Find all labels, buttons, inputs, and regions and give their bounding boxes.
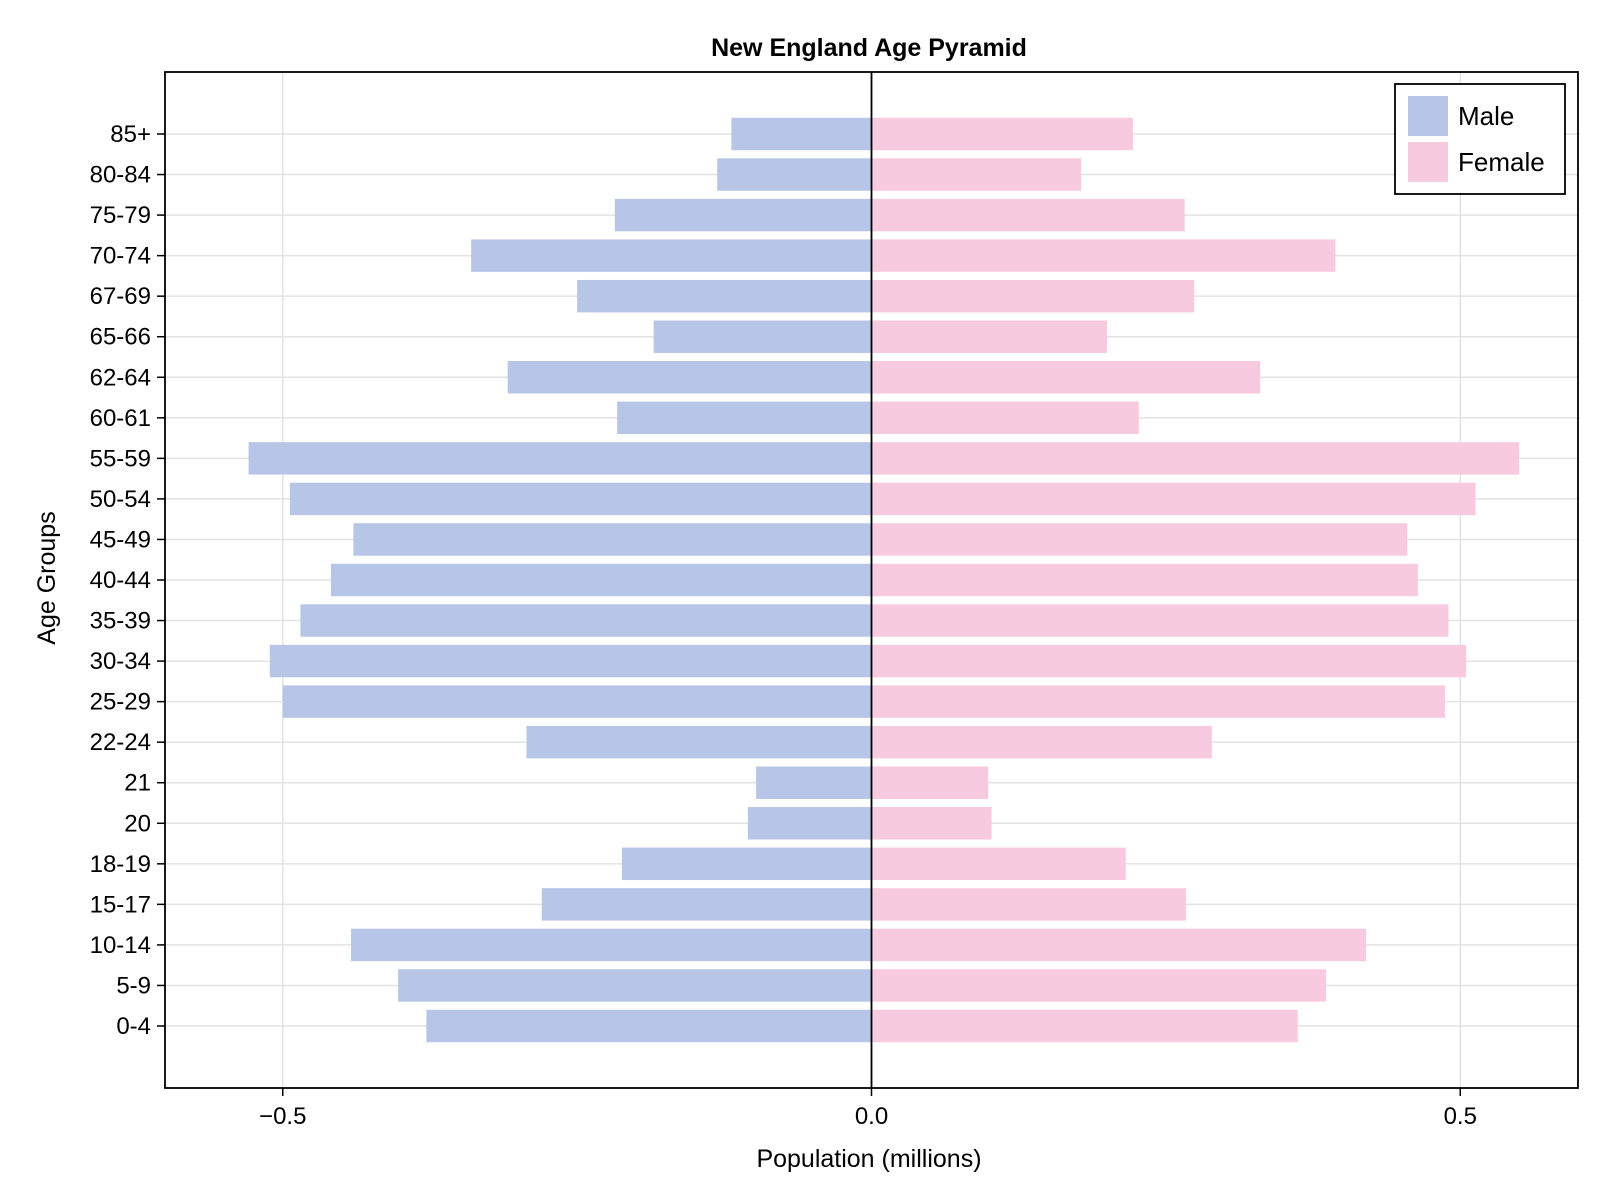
male-bar-5-9 — [398, 969, 872, 1002]
y-tick-label: 65-66 — [90, 324, 151, 351]
y-tick-label: 30-34 — [90, 648, 151, 675]
y-tick-label: 70-74 — [90, 243, 151, 270]
male-bar-22-24 — [526, 725, 872, 759]
male-bar-62-64 — [507, 361, 872, 394]
male-bar-50-54 — [289, 482, 872, 516]
x-axis-label: Population (millions) — [756, 1145, 981, 1173]
female-bar-20 — [871, 807, 992, 840]
female-bar-62-64 — [871, 361, 1261, 394]
female-bar-67-69 — [871, 279, 1195, 313]
y-tick-label: 60-61 — [90, 405, 151, 432]
x-tick-label: 0.0 — [855, 1103, 888, 1130]
male-bar-45-49 — [353, 523, 872, 556]
female-bar-45-49 — [871, 523, 1408, 556]
male-bar-65-66 — [653, 320, 872, 353]
legend-swatch-female — [1408, 142, 1448, 182]
male-bar-40-44 — [331, 563, 872, 597]
female-bar-55-59 — [871, 442, 1520, 475]
male-bar-55-59 — [248, 442, 872, 475]
female-bar-85+ — [871, 117, 1133, 151]
female-bar-22-24 — [871, 725, 1212, 759]
male-bar-80-84 — [717, 158, 872, 191]
legend-swatch-male — [1408, 96, 1448, 136]
y-axis-label: Age Groups — [33, 511, 61, 644]
female-bar-65-66 — [871, 320, 1107, 353]
male-bar-67-69 — [577, 279, 872, 313]
y-tick-label: 22-24 — [90, 729, 151, 756]
male-bar-70-74 — [471, 239, 872, 272]
female-bar-40-44 — [871, 563, 1418, 597]
y-tick-label: 62-64 — [90, 364, 151, 391]
y-tick-label: 0-4 — [116, 1013, 151, 1040]
female-bar-21 — [871, 766, 989, 799]
female-bar-5-9 — [871, 969, 1327, 1002]
male-bar-15-17 — [541, 888, 872, 921]
male-bar-85+ — [731, 117, 872, 151]
y-tick-label: 21 — [124, 770, 151, 797]
female-bar-80-84 — [871, 158, 1082, 191]
y-tick-label: 67-69 — [90, 283, 151, 310]
y-tick-label: 35-39 — [90, 608, 151, 635]
y-tick-label: 15-17 — [90, 891, 151, 918]
y-tick-label: 85+ — [110, 121, 151, 148]
y-tick-label: 40-44 — [90, 567, 151, 594]
female-bar-35-39 — [871, 604, 1449, 637]
female-bar-50-54 — [871, 482, 1476, 516]
bar-group — [248, 117, 1520, 1043]
y-tick-label: 75-79 — [90, 202, 151, 229]
legend-label-female: Female — [1458, 147, 1545, 177]
male-bar-75-79 — [614, 198, 872, 232]
male-bar-18-19 — [621, 847, 872, 881]
y-tick-label: 80-84 — [90, 162, 151, 189]
y-tick-label: 45-49 — [90, 526, 151, 553]
x-tick-label: −0.5 — [259, 1103, 306, 1130]
legend: Male Female — [1394, 83, 1566, 195]
x-tick-label: 0.5 — [1444, 1103, 1477, 1130]
male-bar-21 — [756, 766, 872, 799]
female-bar-60-61 — [871, 401, 1139, 435]
male-bar-0-4 — [426, 1009, 872, 1043]
y-tick-label: 50-54 — [90, 486, 151, 513]
y-tick-label: 55-59 — [90, 445, 151, 472]
male-bar-30-34 — [269, 644, 872, 678]
male-bar-20 — [747, 807, 872, 840]
chart-title: New England Age Pyramid — [711, 34, 1027, 62]
female-bar-10-14 — [871, 928, 1367, 962]
y-tick-label: 5-9 — [116, 972, 151, 999]
female-bar-25-29 — [871, 685, 1445, 718]
legend-label-male: Male — [1458, 101, 1514, 131]
y-tick-label: 18-19 — [90, 851, 151, 878]
female-bar-15-17 — [871, 888, 1186, 921]
male-bar-25-29 — [282, 685, 872, 718]
y-tick-label: 25-29 — [90, 689, 151, 716]
male-bar-35-39 — [300, 604, 872, 637]
female-bar-18-19 — [871, 847, 1126, 881]
male-bar-60-61 — [617, 401, 872, 435]
y-tick-label: 20 — [124, 810, 151, 837]
female-bar-30-34 — [871, 644, 1467, 678]
axes: 0-4 5-9 10-14 15-17 18-19 20 21 22-24 25-29 30-34… — [90, 71, 1579, 1130]
male-bar-10-14 — [351, 928, 872, 962]
female-bar-70-74 — [871, 239, 1336, 272]
female-bar-75-79 — [871, 198, 1185, 232]
y-tick-label: 10-14 — [90, 932, 151, 959]
female-bar-0-4 — [871, 1009, 1298, 1043]
